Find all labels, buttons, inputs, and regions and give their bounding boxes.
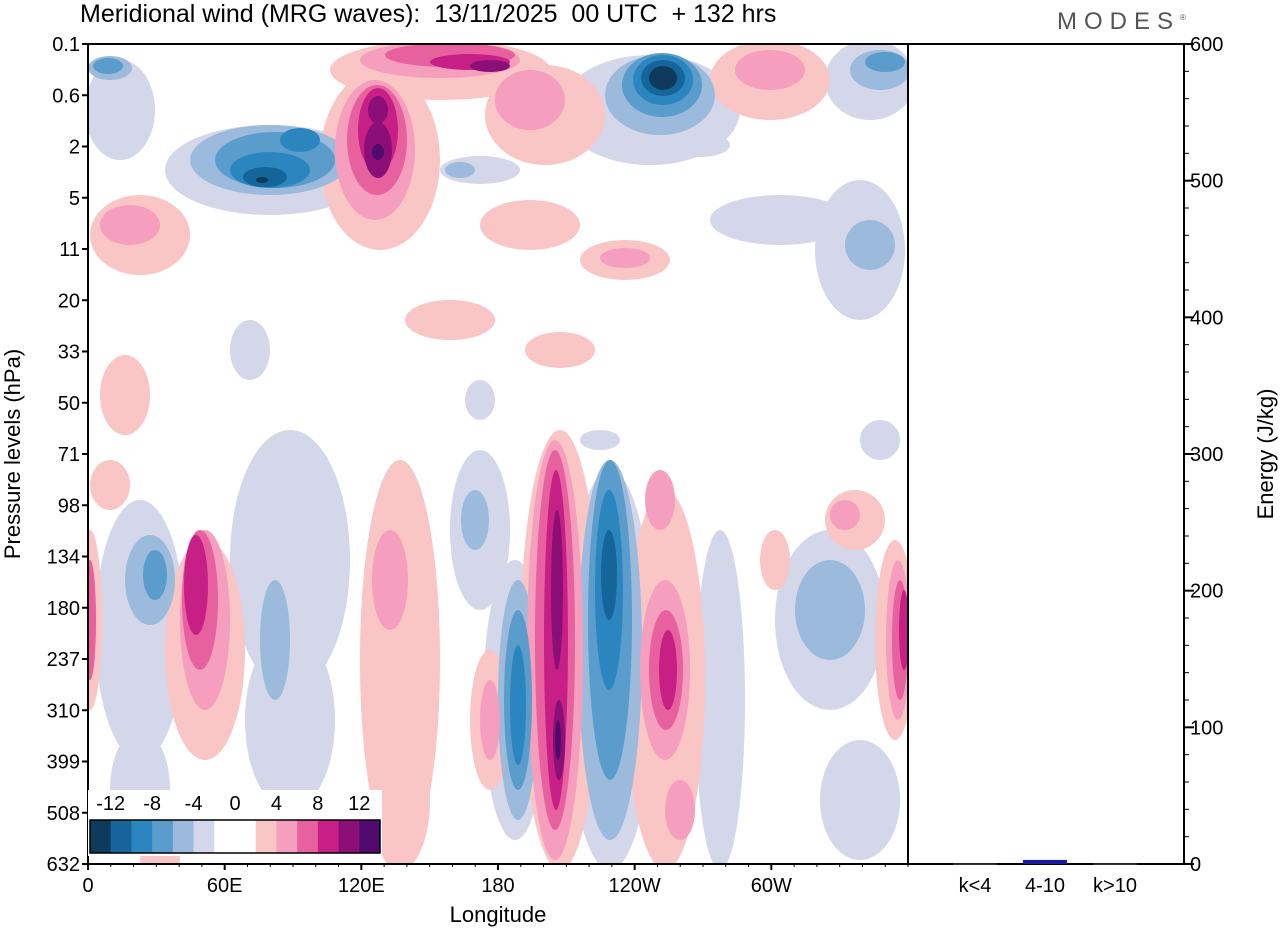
colorbar-swatch [90,820,112,853]
pressure-tick-label: 98 [58,495,80,517]
colorbar-swatch [338,820,360,853]
wavenumber-axis: k<4 4-10 k>10 [959,875,1137,897]
energy-bar [1023,859,1067,864]
longitude-tick-label: 120W [609,875,661,897]
longitude-tick-label: 180 [481,875,514,897]
pressure-tick-label: 20 [58,290,80,312]
pressure-tick-label: 2 [69,137,80,159]
pressure-tick-label: 0.6 [52,85,80,107]
pressure-tick-label: 33 [58,342,80,364]
wavenumber-label: k<4 [959,875,992,897]
colorbar-swatch [193,820,215,853]
colorbar-label: -12 [96,793,125,815]
energy-tick-label: 200 [1190,581,1223,603]
modes-logo: MODES® [1057,8,1186,35]
energy-bar [953,863,997,865]
longitude-tick-label: 60W [751,875,792,897]
pressure-tick-label: 5 [69,188,80,210]
energy-tick-label: 100 [1190,717,1223,739]
energy-axis-label: Energy (J/kg) [1253,389,1278,520]
longitude-tick-label: 0 [82,875,93,897]
energy-bars [953,859,1137,865]
chart-title: Meridional wind (MRG waves): 13/11/2025 … [80,0,777,28]
energy-tick-label: 300 [1190,444,1223,466]
energy-tick-label: 400 [1190,307,1223,329]
colorbar-swatch [297,820,319,853]
colorbar-swatch [359,820,381,853]
pressure-tick-label: 134 [47,547,80,569]
pressure-tick-label: 11 [59,239,80,261]
energy-axis: 0 100 200 300 400 500 600 [1184,34,1223,876]
colorbar-swatch [214,820,236,853]
colorbar-frame [89,819,381,854]
longitude-tick-label: 120E [338,875,385,897]
colorbar-swatch [276,820,298,853]
pressure-tick-label: 0.1 [52,34,80,56]
colorbar-swatch [131,820,153,853]
longitude-axis: 0 60E 120E 180 120W 60W [82,864,909,897]
pressure-tick-label: 632 [47,854,80,876]
energy-tick-label: 600 [1190,34,1223,56]
pressure-axis: 0.1 0.6 2 5 11 20 33 50 71 98 134 180 237 310 399 508 63… [47,34,88,876]
pressure-tick-label: 310 [47,700,80,722]
colorbar-label: 8 [312,793,323,815]
colorbar-labels: -12 -8 -4 0 4 8 12 [96,793,370,815]
colorbar-swatch [172,820,195,853]
pressure-tick-label: 50 [58,393,80,415]
energy-tick-label: 500 [1190,171,1223,193]
colorbar-swatch [235,820,257,853]
colorbar-swatch [317,820,340,853]
colorbar-swatch [152,820,174,853]
colorbar-swatch [110,820,132,853]
pressure-tick-label: 508 [47,803,80,825]
pressure-tick-label: 399 [47,752,80,774]
colorbar-label: -8 [143,793,161,815]
x-axis-label: Longitude [450,902,547,927]
colorbar-swatch [255,820,277,853]
colorbar-label: 0 [229,793,240,815]
energy-bar [1093,863,1137,865]
pressure-tick-label: 237 [47,649,80,671]
wavenumber-label: k>10 [1093,875,1137,897]
longitude-tick-label: 60E [207,875,243,897]
pressure-tick-label: 180 [47,598,80,620]
colorbar-label: -4 [185,793,203,815]
contour-field [88,44,908,864]
y-axis-label: Pressure levels (hPa) [0,349,25,559]
colorbar-label: 4 [271,793,282,815]
pressure-tick-label: 71 [58,444,80,466]
wavenumber-label: 4-10 [1025,875,1065,897]
energy-tick-label: 0 [1190,854,1201,876]
colorbar-label: 12 [348,793,370,815]
colorbar [88,790,382,856]
